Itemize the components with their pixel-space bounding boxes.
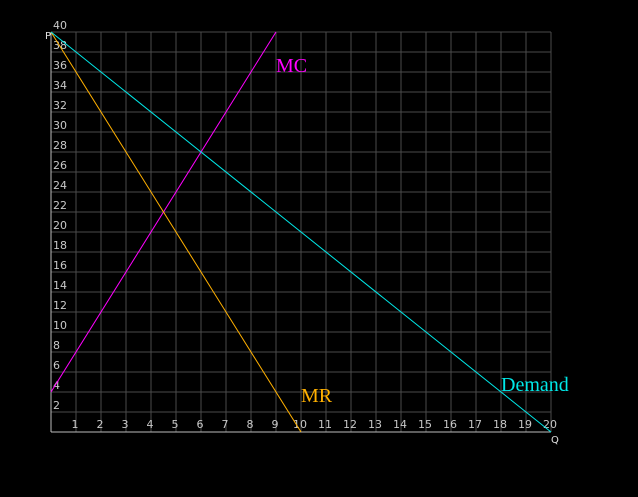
y-tick-label: 22 [53, 199, 67, 212]
x-tick-label: 17 [468, 418, 482, 431]
y-axis-label: P [45, 31, 51, 42]
y-tick-label: 16 [53, 259, 67, 272]
x-tick-label: 12 [343, 418, 357, 431]
y-tick-label: 26 [53, 159, 67, 172]
y-tick-label: 18 [53, 239, 67, 252]
x-tick-label: 4 [147, 418, 154, 431]
grid: 1 2 3 4 5 6 7 8 9 10 11 12 13 14 15 16 17 18 19 20246810121… [50, 19, 557, 433]
x-tick-label: 18 [493, 418, 507, 431]
x-tick-label: 11 [318, 418, 332, 431]
y-tick-label: 30 [53, 119, 67, 132]
x-tick-label: 9 [272, 418, 279, 431]
x-tick-label: 2 [97, 418, 104, 431]
y-tick-label: 40 [53, 19, 67, 32]
series-line [50, 31, 302, 433]
x-tick-label: 19 [518, 418, 532, 431]
y-tick-label: 12 [53, 299, 67, 312]
x-tick-label: 1 [72, 418, 79, 431]
series-label: MR [301, 385, 333, 407]
y-tick-label: 4 [53, 379, 60, 392]
y-tick-label: 10 [53, 319, 67, 332]
x-tick-label: 5 [172, 418, 179, 431]
y-tick-label: 34 [53, 79, 67, 92]
x-tick-label: 10 [293, 418, 307, 431]
x-tick-label: 3 [122, 418, 129, 431]
series-label: Demand [501, 374, 569, 396]
x-tick-label: 7 [222, 418, 229, 431]
series-label: MC [276, 55, 307, 77]
x-tick-label: 6 [197, 418, 204, 431]
y-tick-label: 2 [53, 399, 60, 412]
y-tick-label: 6 [53, 359, 60, 372]
plot: MC MR Demand [50, 31, 569, 433]
x-tick-label: 15 [418, 418, 432, 431]
x-tick-label: 14 [393, 418, 407, 431]
x-tick-label: 16 [443, 418, 457, 431]
x-axis-label: Q [551, 435, 559, 446]
y-tick-label: 24 [53, 179, 67, 192]
x-tick-label: 20 [543, 418, 557, 431]
y-tick-label: 36 [53, 59, 67, 72]
y-tick-label: 14 [53, 279, 67, 292]
x-tick-label: 13 [368, 418, 382, 431]
y-tick-label: 20 [53, 219, 67, 232]
y-tick-label: 32 [53, 99, 67, 112]
series-line [50, 31, 552, 433]
y-tick-label: 28 [53, 139, 67, 152]
y-tick-label: 8 [53, 339, 60, 352]
x-tick-label: 8 [247, 418, 254, 431]
